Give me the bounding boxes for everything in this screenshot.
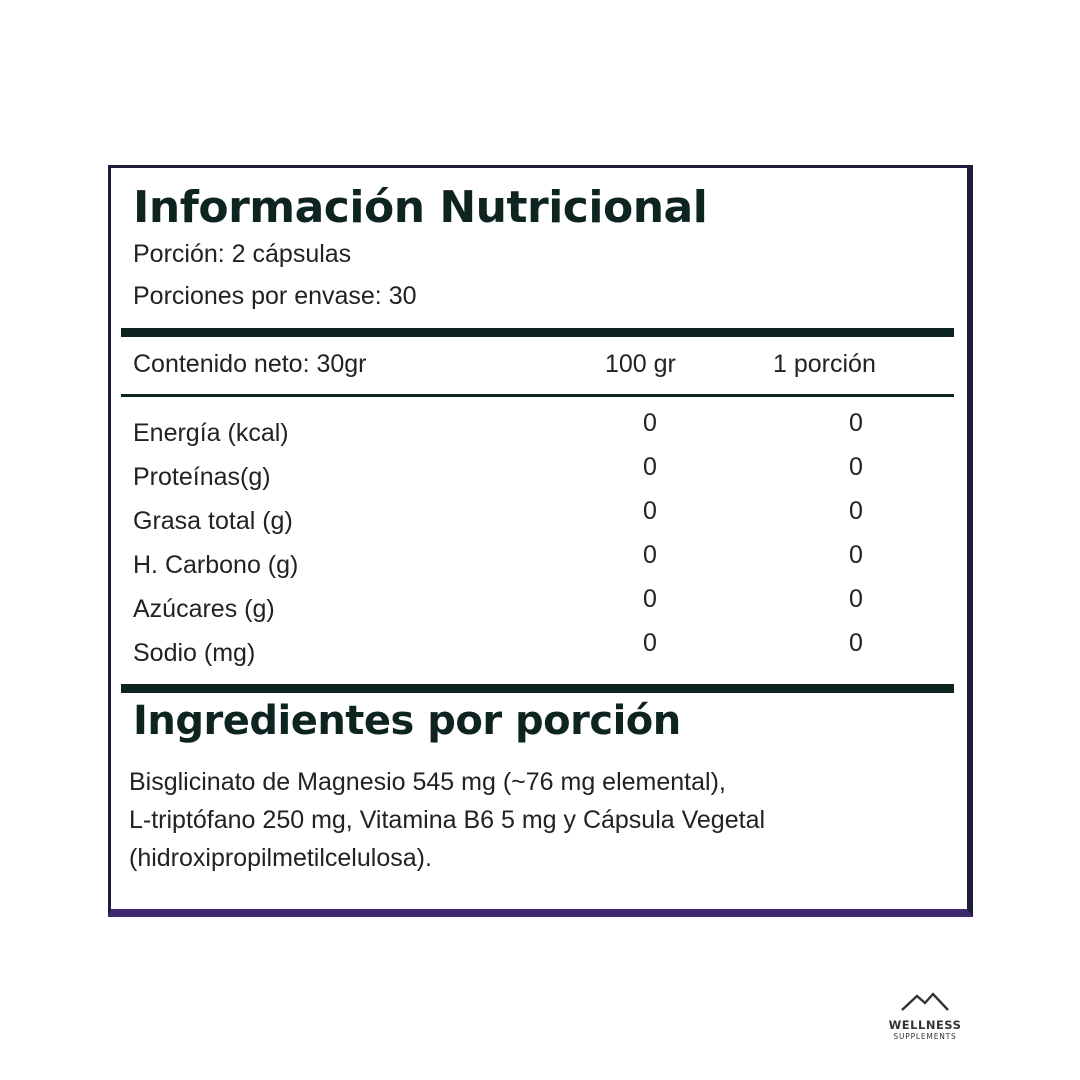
value-per-serving: 0 — [849, 453, 863, 481]
column-header-serving: 1 porción — [773, 350, 876, 378]
value-per-serving: 0 — [849, 585, 863, 613]
logo-line2: SUPPLEMENTS — [893, 1032, 957, 1041]
nutrient-label: Proteínas(g) — [133, 463, 271, 491]
divider — [121, 684, 954, 693]
nutrient-label: Sodio (mg) — [133, 639, 256, 667]
ingredients-line: (hidroxipropilmetilcelulosa). — [129, 844, 432, 872]
logo-line1: WELLNESS — [888, 1018, 962, 1032]
value-per-100g: 0 — [643, 629, 657, 657]
value-per-100g: 0 — [643, 453, 657, 481]
ingredients-text: Bisglicinato de Magnesio 545 mg (~76 mg … — [129, 763, 929, 877]
column-header-net: Contenido neto: 30gr — [133, 350, 367, 378]
value-per-100g: 0 — [643, 541, 657, 569]
nutrient-label: Azúcares (g) — [133, 595, 275, 623]
nutrient-label: H. Carbono (g) — [133, 551, 299, 579]
value-per-serving: 0 — [849, 541, 863, 569]
nutrient-label: Energía (kcal) — [133, 419, 289, 447]
value-per-100g: 0 — [643, 409, 657, 437]
value-per-100g: 0 — [643, 585, 657, 613]
value-per-serving: 0 — [849, 409, 863, 437]
nutrient-label: Grasa total (g) — [133, 507, 293, 535]
ingredients-title: Ingredientes por porción — [133, 698, 681, 744]
value-per-serving: 0 — [849, 629, 863, 657]
ingredients-line: Bisglicinato de Magnesio 545 mg (~76 mg … — [129, 768, 726, 796]
value-per-100g: 0 — [643, 497, 657, 525]
ingredients-line: L-triptófano 250 mg, Vitamina B6 5 mg y … — [129, 806, 766, 834]
column-header-100g: 100 gr — [605, 350, 676, 378]
nutrition-title: Información Nutricional — [133, 182, 708, 233]
divider — [121, 328, 954, 337]
serving-size: Porción: 2 cápsulas — [133, 240, 352, 268]
nutrition-label: Información Nutricional Porción: 2 cápsu… — [108, 165, 973, 917]
brand-logo: WELLNESS SUPPLEMENTS — [884, 990, 966, 1041]
value-per-serving: 0 — [849, 497, 863, 525]
mountain-icon — [901, 992, 949, 1011]
divider — [121, 394, 954, 397]
servings-per-container: Porciones por envase: 30 — [133, 282, 417, 310]
